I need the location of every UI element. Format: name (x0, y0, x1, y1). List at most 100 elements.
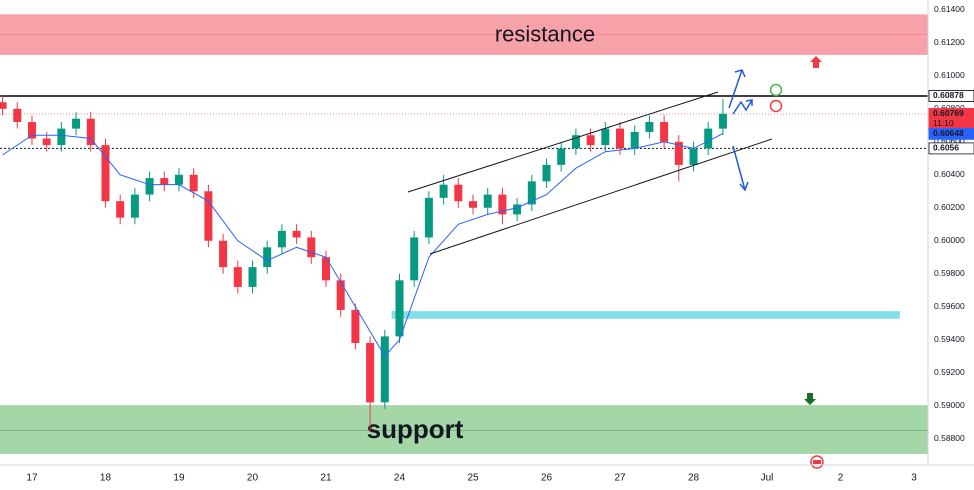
y-tick-label: 0.59200 (934, 367, 965, 377)
y-tick-label: 0.59600 (934, 301, 965, 311)
projection-arrows (728, 69, 753, 192)
candle-body (27, 122, 36, 139)
y-tick-label: 0.58800 (934, 433, 965, 443)
candle-body (689, 148, 698, 165)
candle-body (263, 247, 272, 268)
signal-circle (769, 99, 783, 113)
channel-upper (407, 91, 719, 193)
candle-body (704, 128, 713, 149)
y-tick-label: 0.60200 (934, 202, 965, 212)
candle-body (292, 230, 301, 238)
candle-body (351, 310, 360, 343)
x-tick-label: 18 (100, 473, 112, 484)
candle-body (483, 194, 492, 208)
candle-body (219, 240, 228, 268)
price-label-box (928, 90, 974, 102)
price-label: 0.60648 (933, 128, 964, 138)
x-tick-label: 28 (688, 473, 700, 484)
candle-body (630, 131, 639, 149)
x-tick-label: 21 (320, 473, 332, 484)
y-tick-label: 0.59400 (934, 334, 965, 344)
candle-body (674, 141, 683, 165)
price-label: 0.60769 (933, 108, 964, 118)
candle-body (601, 128, 610, 146)
candle-body (160, 178, 169, 185)
x-tick-label: 20 (247, 473, 259, 484)
candle-body (321, 257, 330, 281)
y-tick-label: 0.61400 (934, 4, 965, 14)
candle-body (366, 342, 375, 403)
down-marker (804, 393, 816, 405)
candle-body (498, 194, 507, 215)
candle-body (174, 174, 183, 185)
moving-average (2, 133, 724, 358)
y-tick-label: 0.60000 (934, 235, 965, 245)
channel-lower (429, 138, 773, 255)
x-tick-label: 17 (26, 473, 38, 484)
annotations (407, 56, 824, 469)
x-tick-label: 24 (394, 473, 406, 484)
x-tick-label: 26 (541, 473, 553, 484)
x-tick-label: 3 (911, 473, 917, 484)
price-label-box (928, 142, 974, 155)
candle-body (145, 178, 154, 195)
price-label-box (928, 127, 974, 140)
candle-body (586, 135, 595, 146)
candle-body (42, 138, 51, 146)
countdown-label: 11:10 (933, 118, 954, 128)
candle-body (380, 336, 389, 403)
x-tick-label: 19 (173, 473, 185, 484)
price-label: 0.60878 (933, 90, 964, 100)
candle-body (571, 135, 580, 149)
candle-body (57, 128, 66, 146)
candle-body (233, 267, 242, 287)
candle-body (248, 267, 257, 287)
candle-body (424, 197, 433, 238)
candle-body (116, 201, 125, 218)
arrow-up (728, 69, 746, 109)
y-tick-label: 0.59800 (934, 268, 965, 278)
candle-body (395, 280, 404, 337)
candle-body (660, 122, 669, 142)
y-tick-label: 0.61200 (934, 37, 965, 47)
zone (0, 405, 929, 454)
up-marker (810, 56, 822, 68)
candle-body (718, 113, 727, 129)
x-tick-label: 25 (467, 473, 479, 484)
candle-body (454, 184, 463, 202)
arrow-zigzag (732, 99, 753, 115)
price-label: 0.6056 (933, 143, 959, 153)
candle-body (645, 122, 654, 132)
candle-body (542, 164, 551, 182)
candle-body (527, 181, 536, 205)
signal-circle (769, 83, 783, 97)
y-tick-label: 0.60600 (934, 136, 965, 146)
candle-body (189, 174, 198, 192)
candle-body (277, 230, 286, 248)
candle-body (13, 108, 22, 123)
x-tick-label: 2 (838, 473, 844, 484)
candle-body (513, 204, 522, 215)
x-tick-label: 27 (614, 473, 626, 484)
zone-label: resistance (495, 21, 595, 46)
candle-body (410, 237, 419, 281)
candle-body (616, 128, 625, 149)
zone-label: support (367, 414, 464, 444)
x-tick-label: Jul (761, 473, 774, 484)
event-flag-bar (813, 460, 821, 464)
candle-body (307, 237, 316, 258)
candle-body (101, 145, 110, 202)
arrow-down (732, 145, 749, 192)
candle-body (72, 118, 81, 129)
y-tick-label: 0.59000 (934, 400, 965, 410)
y-tick-label: 0.61000 (934, 70, 965, 80)
candle-body (439, 184, 448, 198)
candle-body (130, 194, 139, 218)
zone (391, 311, 900, 319)
candle-body (86, 118, 95, 146)
candle-body (469, 201, 478, 208)
candle-body (0, 102, 7, 109)
y-tick-label: 0.60400 (934, 169, 965, 179)
candle-body (336, 280, 345, 310)
